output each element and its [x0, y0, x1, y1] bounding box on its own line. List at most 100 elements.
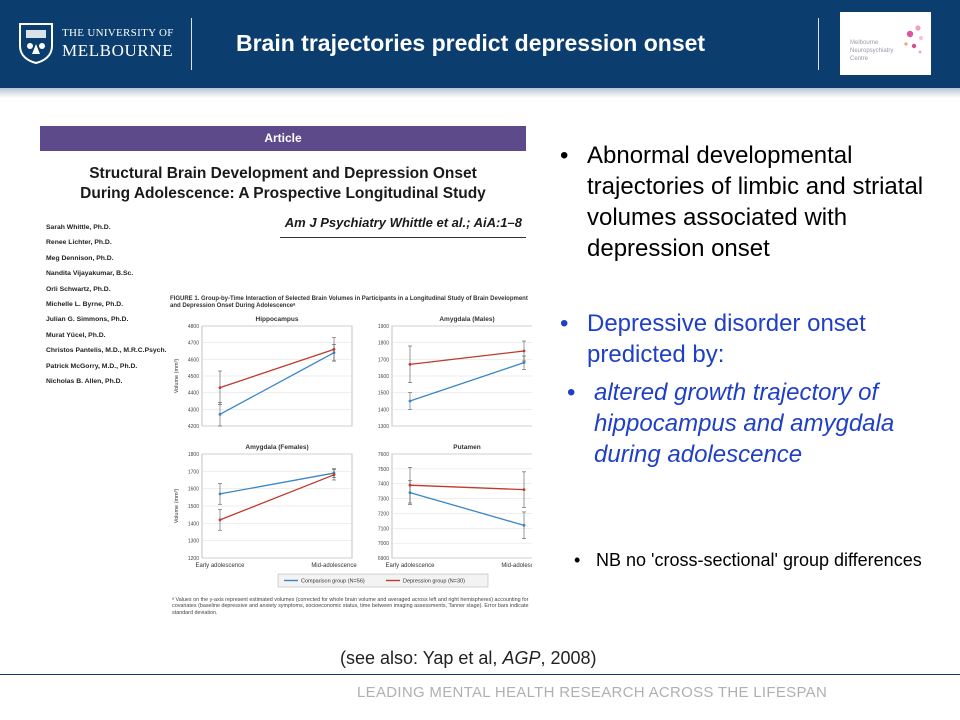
sub-bullet-text: altered growth trajectory of hippocampus… — [594, 379, 895, 468]
data-point — [522, 488, 526, 492]
y-axis-label: Volume (mm³) — [174, 489, 180, 524]
author-name: Michelle L. Byrne, Ph.D. — [46, 300, 124, 308]
header-shadow — [0, 88, 960, 98]
figure-charts: Hippocampus 4200 4300 4400 4500 4600 4700 4800 V… — [174, 316, 532, 588]
y-tick-label: 1400 — [378, 407, 389, 413]
y-tick-label: 1300 — [188, 539, 199, 545]
header-divider-left — [191, 18, 192, 70]
series-line — [409, 362, 525, 402]
y-tick-label: 1800 — [188, 452, 199, 458]
crest-icon — [19, 23, 53, 64]
article-bar: Article — [40, 126, 526, 151]
y-tick-label: 1700 — [378, 357, 389, 363]
y-tick-label: 7300 — [378, 497, 389, 503]
y-tick-label: 1600 — [188, 487, 199, 493]
y-tick-label: 7000 — [378, 541, 389, 547]
article-label: Article — [264, 131, 302, 145]
y-tick-label: 1300 — [378, 424, 389, 430]
centre-logo-dots-icon — [904, 25, 923, 54]
slide-title: Brain trajectories predict depression on… — [236, 30, 706, 56]
data-point — [408, 362, 412, 366]
header-divider-right — [818, 18, 819, 70]
y-tick-label: 1900 — [378, 324, 389, 330]
y-tick-label: 7400 — [378, 482, 389, 488]
bullet-icon: • — [560, 310, 569, 337]
see-also-reference: (see also: Yap et al, AGP, 2008) — [340, 648, 597, 668]
series-line — [219, 348, 335, 389]
data-point — [522, 523, 526, 527]
paper-excerpt: Article Structural Brain Development and… — [40, 126, 532, 622]
data-point — [332, 347, 336, 351]
sub-bullet-item: • altered growth trajectory of hippocamp… — [567, 377, 924, 470]
series-line — [409, 484, 525, 491]
chart-title: Putamen — [453, 444, 480, 451]
series-line — [219, 474, 335, 521]
author-name: Murat Yücel, Ph.D. — [46, 331, 106, 339]
legend-label: Comparison group (N=56) — [301, 579, 365, 585]
university-name-line2: MELBOURNE — [62, 41, 174, 60]
y-tick-label: 7600 — [378, 452, 389, 458]
y-tick-label: 1800 — [378, 341, 389, 347]
bullet-item: • Abnormal developmental trajectories of… — [560, 140, 940, 264]
legend-box — [277, 573, 489, 588]
y-tick-label: 4600 — [188, 357, 199, 363]
author-name: Renee Lichter, Ph.D. — [46, 239, 112, 247]
university-name-line1: THE UNIVERSITY OF — [62, 27, 174, 39]
citation-box: Am J Psychiatry Whittle et al.; AiA:1–8 — [280, 214, 526, 238]
centre-logo-text: Melbourne Neuropsychiatry Centre — [850, 40, 894, 62]
neuropsychiatry-centre-logo: Melbourne Neuropsychiatry Centre — [840, 12, 931, 75]
data-point — [408, 399, 412, 403]
figure-caption: FIGURE 1. Group-by-Time Interaction of S… — [170, 296, 528, 309]
author-name: Nandita Vijayakumar, B.Sc. — [46, 270, 134, 278]
author-name: Julian G. Simmons, Ph.D. — [46, 316, 129, 324]
bullet-text: Abnormal developmental trajectories of l… — [587, 142, 924, 262]
y-tick-label: 7500 — [378, 467, 389, 473]
y-tick-label: 7200 — [378, 511, 389, 517]
figure-footnote: ᵃ Values on the y-axis represent estimat… — [172, 597, 529, 616]
y-tick-label: 1600 — [378, 374, 389, 380]
data-point — [408, 483, 412, 487]
footer-rule — [0, 674, 960, 675]
y-tick-label: 1400 — [188, 521, 199, 527]
data-point — [218, 412, 222, 416]
note-bullet-item: • NB no 'cross-sectional' group differen… — [574, 548, 936, 573]
data-point — [522, 349, 526, 353]
bullet-text: Depressive disorder onset predicted by: — [587, 310, 866, 368]
author-name: Nicholas B. Allen, Ph.D. — [46, 377, 123, 385]
citation-text: Am J Psychiatry Whittle et al.; AiA:1–8 — [284, 215, 522, 230]
y-tick-label: 4200 — [188, 424, 199, 430]
x-tick-label: Early adolescence — [385, 563, 435, 569]
data-point — [218, 386, 222, 390]
data-point — [218, 518, 222, 522]
series-line — [219, 352, 335, 415]
x-tick-label: Mid-adolescence — [311, 563, 357, 569]
journal-abbrev: AGP — [502, 648, 541, 668]
university-logo: THE UNIVERSITY OF MELBOURNE — [18, 20, 193, 68]
bullet-icon: • — [574, 550, 581, 570]
y-tick-label: 4300 — [188, 407, 199, 413]
y-tick-label: 4700 — [188, 341, 199, 347]
paper-title-line2: During Adolescence: A Prospective Longit… — [80, 185, 486, 202]
chart-title: Amygdala (Males) — [439, 316, 494, 323]
y-axis-label: Volume (mm³) — [174, 359, 180, 394]
x-tick-label: Mid-adolescence — [501, 563, 532, 569]
author-name: Sarah Whittle, Ph.D. — [46, 224, 111, 231]
bullet-item-highlight: • Depressive disorder onset predicted by… — [560, 308, 940, 370]
y-tick-label: 4400 — [188, 391, 199, 397]
y-tick-label: 1500 — [188, 504, 199, 510]
data-point — [218, 492, 222, 496]
bullet-icon: • — [567, 379, 576, 406]
author-name: Meg Dennison, Ph.D. — [46, 254, 114, 262]
legend-label: Depression group (N=30) — [403, 579, 465, 585]
data-point — [522, 361, 526, 365]
chart-title: Amygdala (Females) — [245, 444, 308, 451]
author-name: Christos Pantelis, M.D., M.R.C.Psych. — [46, 347, 167, 355]
chart-title: Hippocampus — [256, 316, 299, 323]
author-name: Patrick McGorry, M.D., Ph.D. — [46, 362, 138, 370]
series-line — [219, 472, 335, 495]
y-tick-label: 6900 — [378, 556, 389, 562]
y-tick-label: 4800 — [188, 324, 199, 330]
series-line — [409, 492, 525, 526]
author-list: Sarah Whittle, Ph.D. Renee Lichter, Ph.D… — [46, 224, 174, 393]
x-tick-label: Early adolescence — [195, 563, 245, 569]
